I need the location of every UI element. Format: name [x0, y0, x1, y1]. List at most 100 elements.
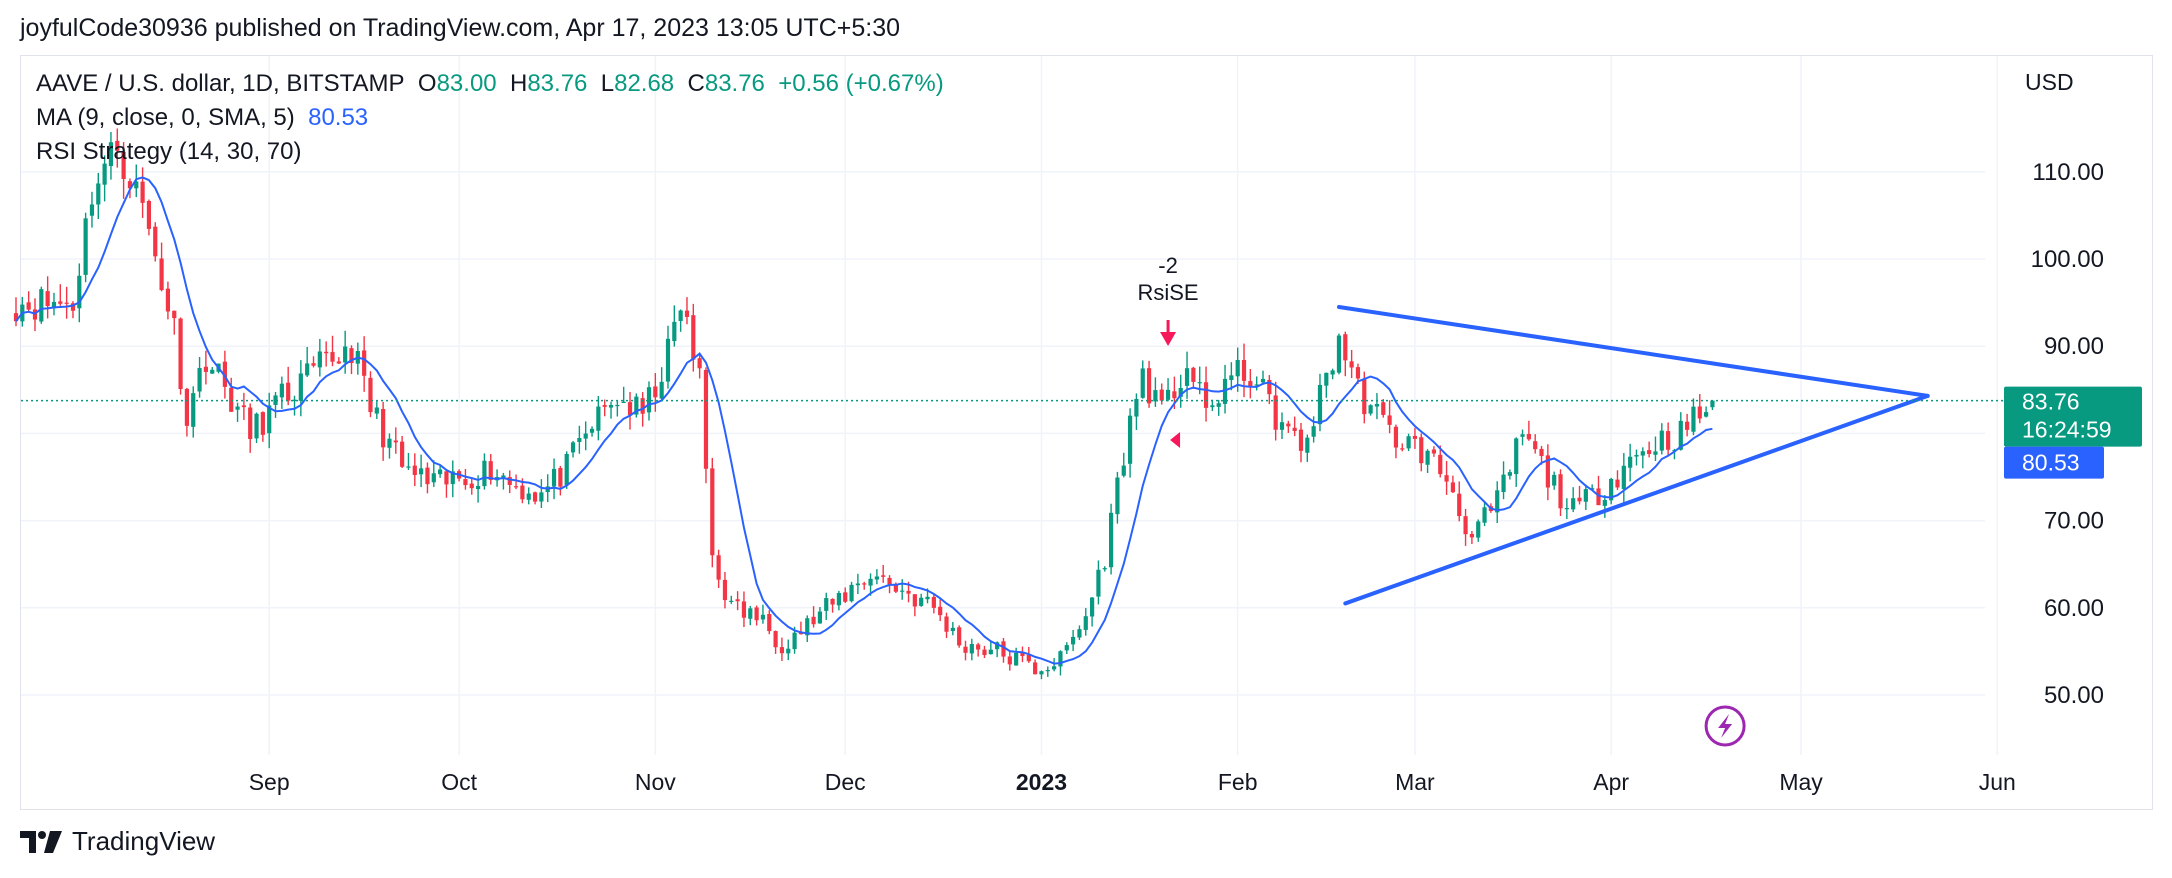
candle-body — [210, 369, 215, 374]
candle-body — [1710, 400, 1715, 408]
candle-body — [1254, 384, 1259, 386]
candle-body — [1678, 420, 1683, 450]
candle-body — [1305, 437, 1310, 453]
low-label: L — [600, 70, 615, 97]
candle-body — [1533, 441, 1538, 450]
legend-row-ma[interactable]: MA (9, close, 0, SMA, 5) 80.53 — [36, 104, 368, 132]
candle-body — [431, 473, 436, 483]
candle-body — [1596, 488, 1601, 506]
candle-body — [748, 608, 753, 619]
candle-body — [58, 301, 63, 304]
candle-body — [108, 142, 114, 167]
candle-body — [45, 291, 50, 307]
candle-body — [691, 315, 696, 360]
candle-body — [121, 151, 126, 180]
high-value: 83.76 — [527, 70, 588, 97]
candle-body — [995, 642, 1000, 650]
candle-body — [248, 407, 253, 440]
candle-body — [1064, 645, 1069, 651]
candle-body — [1602, 499, 1607, 506]
candle-body — [596, 406, 601, 431]
candle-body — [1444, 475, 1449, 482]
candle-body — [1317, 384, 1323, 425]
candle-body — [830, 598, 835, 605]
candle-body — [368, 377, 373, 413]
candle-body — [1241, 360, 1247, 381]
time-tick-label: Sep — [249, 769, 290, 795]
candle-body — [589, 428, 595, 433]
candle-body — [1507, 472, 1512, 476]
candle-body — [425, 467, 430, 485]
candle-body — [672, 321, 677, 342]
candle-body — [1406, 436, 1411, 449]
candle-body — [1134, 398, 1139, 417]
candle-body — [741, 601, 747, 618]
candle-body — [1191, 367, 1196, 382]
symbol-label[interactable]: AAVE / U.S. dollar, 1D, BITSTAMP — [36, 70, 405, 97]
candle-body — [83, 218, 88, 275]
time-tick-label: May — [1779, 769, 1823, 795]
candle-body — [1248, 381, 1253, 387]
candle-body — [1090, 597, 1095, 617]
candle-body — [640, 398, 645, 414]
candle-body — [1039, 671, 1044, 675]
candle-body — [1083, 616, 1088, 630]
candle-body — [570, 442, 576, 453]
candle-body — [1216, 403, 1221, 407]
chart-frame — [20, 55, 2153, 810]
price-axis: USD50.0060.0070.0080.0090.00100.00110.00… — [2004, 69, 2142, 709]
candle-body — [735, 599, 740, 602]
candle-body — [1279, 422, 1285, 430]
legend-row-rsi[interactable]: RSI Strategy (14, 30, 70) — [36, 138, 301, 166]
candle-body — [419, 468, 424, 475]
candle-body — [583, 433, 588, 439]
close-label: C — [687, 70, 705, 97]
published-line: joyfulCode30936 published on TradingView… — [20, 14, 901, 42]
candle-body — [887, 577, 892, 585]
currency-label: USD — [2025, 69, 2074, 95]
candle-body — [773, 631, 778, 648]
candle-body — [862, 583, 867, 585]
trendline — [1343, 393, 1930, 606]
candle-body — [703, 369, 709, 469]
candle-body — [1457, 493, 1462, 517]
candle-body — [1330, 370, 1335, 375]
candlestick-series — [13, 128, 1715, 680]
candle-body — [805, 618, 810, 636]
candle-body — [438, 469, 443, 475]
candle-body — [286, 382, 291, 401]
candle-body — [849, 584, 854, 602]
candle-body — [1615, 479, 1620, 488]
candle-body — [1583, 489, 1588, 502]
tradingview-footer[interactable]: TradingView — [20, 826, 215, 857]
signal-count-label: -2 — [1158, 253, 1178, 278]
candle-body — [349, 348, 354, 364]
high-label: H — [509, 70, 528, 97]
candle-body — [1292, 427, 1297, 432]
bar-countdown: 16:24:59 — [2022, 417, 2112, 443]
signal-arrow-head — [1160, 332, 1177, 346]
candle-body — [760, 614, 766, 620]
candle-body — [729, 600, 734, 602]
candle-body — [684, 310, 690, 317]
time-tick-label: Jun — [1979, 769, 2016, 795]
candle-body — [1172, 391, 1177, 399]
signal-triangle-marker — [1170, 432, 1181, 448]
candle-body — [1184, 368, 1190, 386]
candle-body — [1102, 568, 1107, 570]
candle-body — [1033, 662, 1038, 675]
candle-body — [1077, 629, 1082, 638]
candle-body — [634, 396, 639, 415]
candle-body — [311, 363, 316, 366]
candle-body — [324, 351, 329, 354]
candle-body — [178, 318, 183, 390]
candle-body — [526, 493, 531, 500]
candle-body — [1628, 456, 1633, 468]
candle-body — [539, 492, 544, 502]
candle-body — [621, 401, 626, 404]
candle-body — [919, 597, 924, 606]
candle-body — [1571, 498, 1576, 510]
candle-body — [1203, 382, 1209, 408]
candle-body — [615, 404, 620, 407]
